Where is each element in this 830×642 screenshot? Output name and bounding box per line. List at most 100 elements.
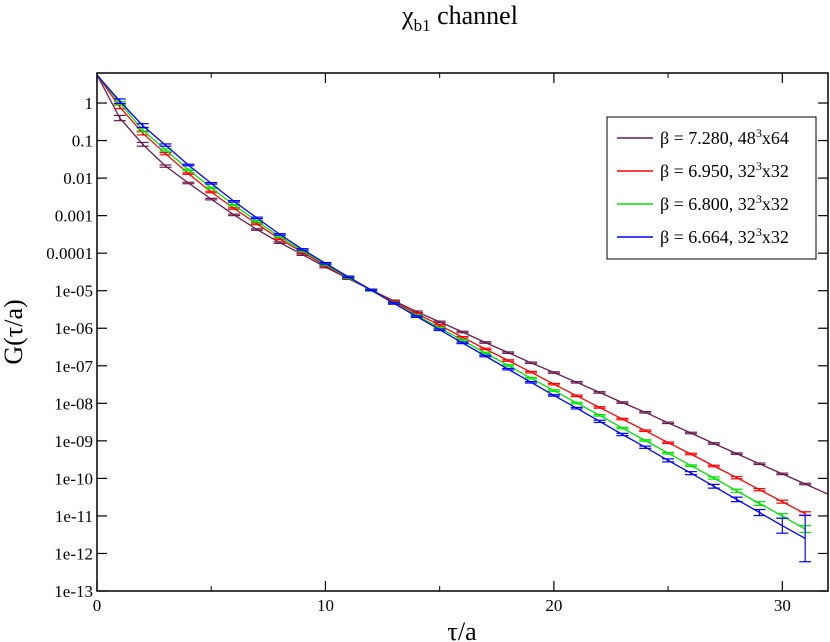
- series-4-errorbar: [410, 315, 423, 318]
- y-tick-label: 1e-13: [54, 582, 93, 601]
- series-4-errorbar: [159, 143, 172, 147]
- series-2-errorbar: [479, 347, 492, 351]
- series-4-line: [97, 74, 806, 539]
- series-4-errorbar: [387, 302, 400, 305]
- series-3-errorbar: [639, 439, 652, 442]
- y-tick-label: 1e-08: [54, 394, 93, 413]
- x-tick-label: 30: [774, 596, 791, 615]
- x-axis-title: τ/a: [447, 617, 477, 642]
- series-4-errorbar: [228, 200, 241, 203]
- chart-title-main: χ: [401, 1, 414, 30]
- series-3-errorbar: [182, 168, 195, 172]
- series-4-errorbar: [776, 517, 789, 534]
- series-1-errorbar: [639, 410, 652, 414]
- y-tick-label: 1e-11: [55, 507, 93, 526]
- y-tick-label: 1e-10: [54, 469, 93, 488]
- series-1-errorbar: [113, 114, 126, 122]
- series-4-errorbar: [342, 275, 355, 279]
- series-4: [97, 74, 812, 563]
- series-1-errorbar: [228, 213, 241, 217]
- series-2-errorbar: [570, 394, 583, 398]
- chart-title-suffix: channel: [431, 1, 518, 30]
- series-1-errorbar: [250, 228, 263, 231]
- legend-entry-1: β = 7.280, 483x64: [617, 126, 789, 148]
- series-2-line: [97, 74, 806, 515]
- series-4-errorbar: [570, 406, 583, 410]
- series-1-errorbar: [273, 241, 286, 245]
- series-3-errorbar: [547, 389, 560, 392]
- legend-label: β = 6.950, 323x32: [660, 159, 789, 181]
- series-4-errorbar: [273, 233, 286, 236]
- series-1-errorbar: [159, 164, 172, 168]
- series-4-errorbar: [136, 123, 149, 129]
- series-2-errorbar: [662, 441, 675, 445]
- series-4-errorbar: [479, 354, 492, 358]
- series-3-errorbar: [707, 476, 720, 480]
- series-2-errorbar: [639, 429, 652, 433]
- x-tick-label: 20: [545, 596, 562, 615]
- series-4-errorbar: [707, 483, 720, 489]
- series-3-errorbar: [502, 364, 515, 367]
- series-1-errorbar: [799, 482, 812, 486]
- y-axis-title: G(τ/a): [0, 299, 28, 364]
- y-tick-label: 1e-06: [54, 319, 93, 338]
- series-1-errorbar: [547, 371, 560, 374]
- series-1-errorbar: [182, 181, 195, 185]
- series-2-errorbar: [730, 475, 743, 480]
- y-tick-label: 1e-09: [54, 432, 93, 451]
- series-3-errorbar: [593, 413, 606, 417]
- series-1-errorbar: [753, 462, 766, 466]
- series-2-errorbar: [684, 452, 697, 456]
- series-1-errorbar: [593, 391, 606, 394]
- series-4-errorbar: [113, 98, 126, 105]
- series-3-errorbar: [684, 464, 697, 467]
- series-4-errorbar: [182, 163, 195, 167]
- series-3-errorbar: [730, 488, 743, 493]
- series-1-errorbar: [616, 401, 629, 404]
- legend-entry-3: β = 6.800, 323x32: [617, 192, 789, 214]
- legend: β = 7.280, 483x64 β = 6.950, 323x32 β = 6.…: [606, 116, 817, 260]
- y-tick-label: 0.01: [63, 169, 93, 188]
- series-4-errorbar: [662, 458, 675, 463]
- series-2-errorbar: [753, 487, 766, 492]
- series-4-errorbar: [799, 514, 812, 563]
- series-4-errorbar: [502, 367, 515, 371]
- plot-frame: [96, 72, 829, 592]
- series-2-errorbar: [502, 359, 515, 362]
- series-4-errorbar: [296, 248, 309, 251]
- series-3-errorbar: [570, 401, 583, 405]
- series-2-errorbar: [776, 499, 789, 504]
- series-4-errorbar: [456, 341, 469, 345]
- chart-title-subscript: b1: [414, 16, 431, 35]
- y-tick-label: 1e-05: [54, 282, 93, 301]
- series-3-errorbar: [753, 501, 766, 507]
- series-2-errorbar: [525, 370, 538, 374]
- series-1-errorbar: [776, 472, 789, 476]
- series-4-errorbar: [319, 261, 332, 265]
- legend-box: [606, 116, 817, 260]
- series-4-errorbar: [547, 394, 560, 397]
- y-tick-label: 1e-07: [54, 357, 93, 376]
- x-tick-label: 0: [93, 596, 102, 615]
- series-1-errorbar: [684, 431, 697, 435]
- series-4-errorbar: [433, 328, 446, 332]
- series-1-errorbar: [456, 330, 469, 334]
- series-2-errorbar: [707, 464, 720, 468]
- y-tick-label: 0.001: [55, 207, 93, 226]
- series-4-errorbar: [639, 445, 652, 449]
- series-1-errorbar: [502, 351, 515, 354]
- legend-entry-4: β = 6.664, 323x32: [617, 225, 789, 247]
- series-3-errorbar: [616, 426, 629, 430]
- y-tick-label: 0.1: [72, 132, 93, 151]
- series-2-errorbar: [593, 406, 606, 409]
- series-2-errorbar: [547, 382, 560, 386]
- x-tick-label: 10: [317, 596, 334, 615]
- series-1-errorbar: [730, 452, 743, 455]
- series-4-errorbar: [365, 288, 378, 292]
- chart-title: χb1 channel: [401, 1, 518, 35]
- series-4-errorbar: [250, 216, 263, 220]
- series-4-errorbar: [684, 471, 697, 476]
- y-tick-label: 1: [85, 94, 94, 113]
- series-1-errorbar: [570, 380, 583, 384]
- series-1-errorbar: [525, 361, 538, 365]
